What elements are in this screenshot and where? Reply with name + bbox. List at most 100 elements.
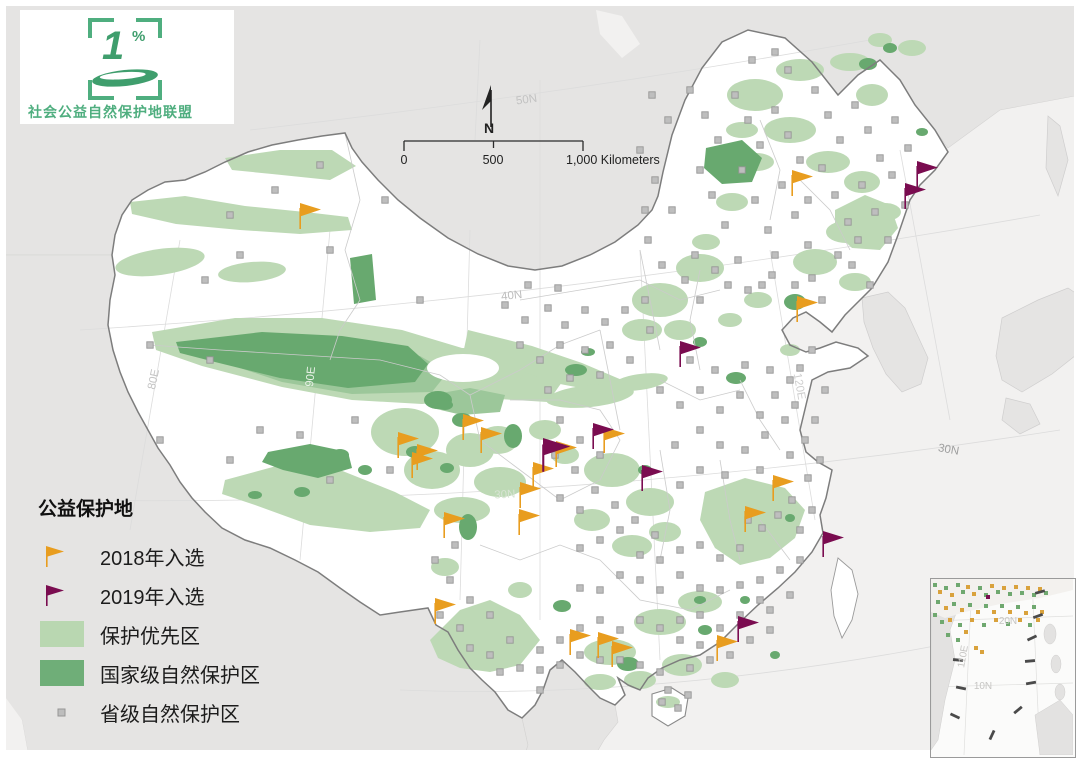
provincial-reserve-marker	[746, 636, 754, 644]
inset-site-dot	[966, 585, 970, 589]
inset-site-dot	[1032, 593, 1036, 597]
provincial-reserve-marker	[741, 446, 749, 454]
national-reserve-swatch	[38, 659, 100, 687]
priority-area-patch	[584, 674, 616, 690]
flag-2019-marker[interactable]	[822, 531, 844, 557]
flag-2018-marker[interactable]	[716, 635, 738, 661]
priority-area-patch	[806, 151, 850, 173]
priority-area-patch	[430, 600, 540, 672]
provincial-reserve-marker	[818, 296, 826, 304]
flag-2018-marker[interactable]	[772, 475, 794, 501]
nine-dash-segment	[1032, 612, 1044, 620]
provincial-reserve-marker	[556, 636, 564, 644]
flag-2019-marker[interactable]	[542, 438, 571, 472]
flag-2018-marker[interactable]	[569, 629, 591, 655]
provincial-reserve-marker	[466, 644, 474, 652]
priority-area-patch	[130, 196, 352, 234]
national-reserve-patch	[694, 596, 706, 604]
scale-label-0: 0	[401, 153, 408, 167]
provincial-reserve-marker	[611, 501, 619, 509]
provincial-reserve-marker	[561, 321, 569, 329]
flag-2018-marker[interactable]	[411, 452, 433, 478]
nine-dash-segment	[949, 712, 961, 720]
graticule-label: 50N	[515, 93, 538, 108]
provincial-reserve-marker	[871, 208, 879, 216]
graticule-label: 120E	[791, 372, 808, 401]
provincial-reserve-marker	[771, 251, 779, 259]
provincial-reserve-marker	[524, 281, 532, 289]
flag-2018-marker[interactable]	[462, 414, 484, 440]
flag-2018-marker[interactable]	[480, 427, 502, 453]
national-reserve-patch	[331, 449, 349, 461]
provincial-reserve-marker	[636, 661, 644, 669]
provincial-reserve-marker	[431, 556, 439, 564]
provincial-reserve-marker	[706, 656, 714, 664]
national-reserve-patch	[883, 43, 897, 53]
inset-site-dot	[1014, 585, 1018, 589]
south-china-sea-inset-map: 20N 10N 110E	[930, 576, 1076, 758]
flag-2018-marker[interactable]	[299, 203, 321, 229]
flag-2018-marker[interactable]	[434, 598, 456, 624]
provincial-reserve-marker	[854, 236, 862, 244]
flag-2018-marker[interactable]	[791, 170, 813, 196]
flag-2018-marker[interactable]	[518, 509, 540, 535]
provincial-reserve-marker	[636, 551, 644, 559]
philippines-landmass	[1054, 683, 1066, 701]
flag-2019-marker[interactable]	[904, 183, 926, 209]
provincial-reserve-marker	[766, 606, 774, 614]
inset-site-dot	[980, 650, 984, 654]
graticule-label: 30N	[937, 442, 960, 457]
provincial-reserve-marker	[851, 101, 859, 109]
flag-2019-marker[interactable]	[916, 161, 938, 187]
flag-2019-marker[interactable]	[679, 341, 701, 367]
provincial-reserve-marker	[758, 281, 766, 289]
provincial-reserve-marker	[616, 626, 624, 634]
inset-site-dot	[933, 613, 937, 617]
province-boundary	[599, 559, 731, 611]
flag-2018-marker[interactable]	[443, 512, 465, 538]
inset-site-dot	[944, 586, 948, 590]
inset-site-dot	[1002, 586, 1006, 590]
flag-2018-marker[interactable]	[744, 506, 766, 532]
provincial-reserve-marker	[554, 284, 562, 292]
philippines-landmass	[1050, 654, 1062, 674]
provincial-reserve-marker	[556, 661, 564, 669]
flag-2018-marker[interactable]	[519, 482, 541, 508]
flag-2018-marker[interactable]	[796, 296, 818, 322]
provincial-reserve-marker	[721, 471, 729, 479]
graticule-label: 30N	[494, 488, 516, 501]
provincial-reserve-marker	[316, 161, 324, 169]
priority-area-patch	[898, 40, 926, 56]
inset-site-dot	[972, 592, 976, 596]
provincial-reserve-marker	[516, 664, 524, 672]
national-reserve-patch	[262, 444, 352, 478]
legend-label: 省级自然保护区	[100, 703, 240, 726]
provincial-reserve-marker	[648, 91, 656, 99]
provincial-reserve-marker	[641, 296, 649, 304]
flag-2019-marker[interactable]	[641, 465, 663, 491]
provincial-reserve-marker	[544, 386, 552, 394]
flag-2018-marker[interactable]	[597, 632, 619, 658]
priority-area-patch	[716, 193, 748, 211]
provincial-reserve-marker	[811, 416, 819, 424]
provincial-reserve-marker	[644, 236, 652, 244]
inset-site-dot	[1006, 622, 1010, 626]
north-arrow-label: N	[484, 120, 494, 136]
china-map-canvas: 50N 40N 30N 30N 80E 90E 120E N 0 500 1,000 Kil…	[6, 6, 1074, 750]
national-reserve-patch	[248, 491, 262, 499]
inset-site-dot	[986, 595, 990, 599]
provincial-reserve-marker	[774, 511, 782, 519]
provincial-reserve-marker	[858, 181, 866, 189]
provincial-reserve-marker	[651, 531, 659, 539]
provincial-reserve-marker	[716, 441, 724, 449]
national-reserve-patch	[785, 514, 795, 522]
priority-area-patch	[664, 320, 696, 340]
flag-2019-marker[interactable]	[737, 616, 759, 642]
inset-site-dot	[978, 586, 982, 590]
flag-2018-marker[interactable]	[397, 432, 419, 458]
flag-2018-marker[interactable]	[611, 641, 633, 667]
provincial-reserve-marker	[596, 371, 604, 379]
flag-2019-marker[interactable]	[592, 423, 614, 449]
provincial-reserve-marker	[631, 516, 639, 524]
provincial-reserve-marker	[744, 116, 752, 124]
